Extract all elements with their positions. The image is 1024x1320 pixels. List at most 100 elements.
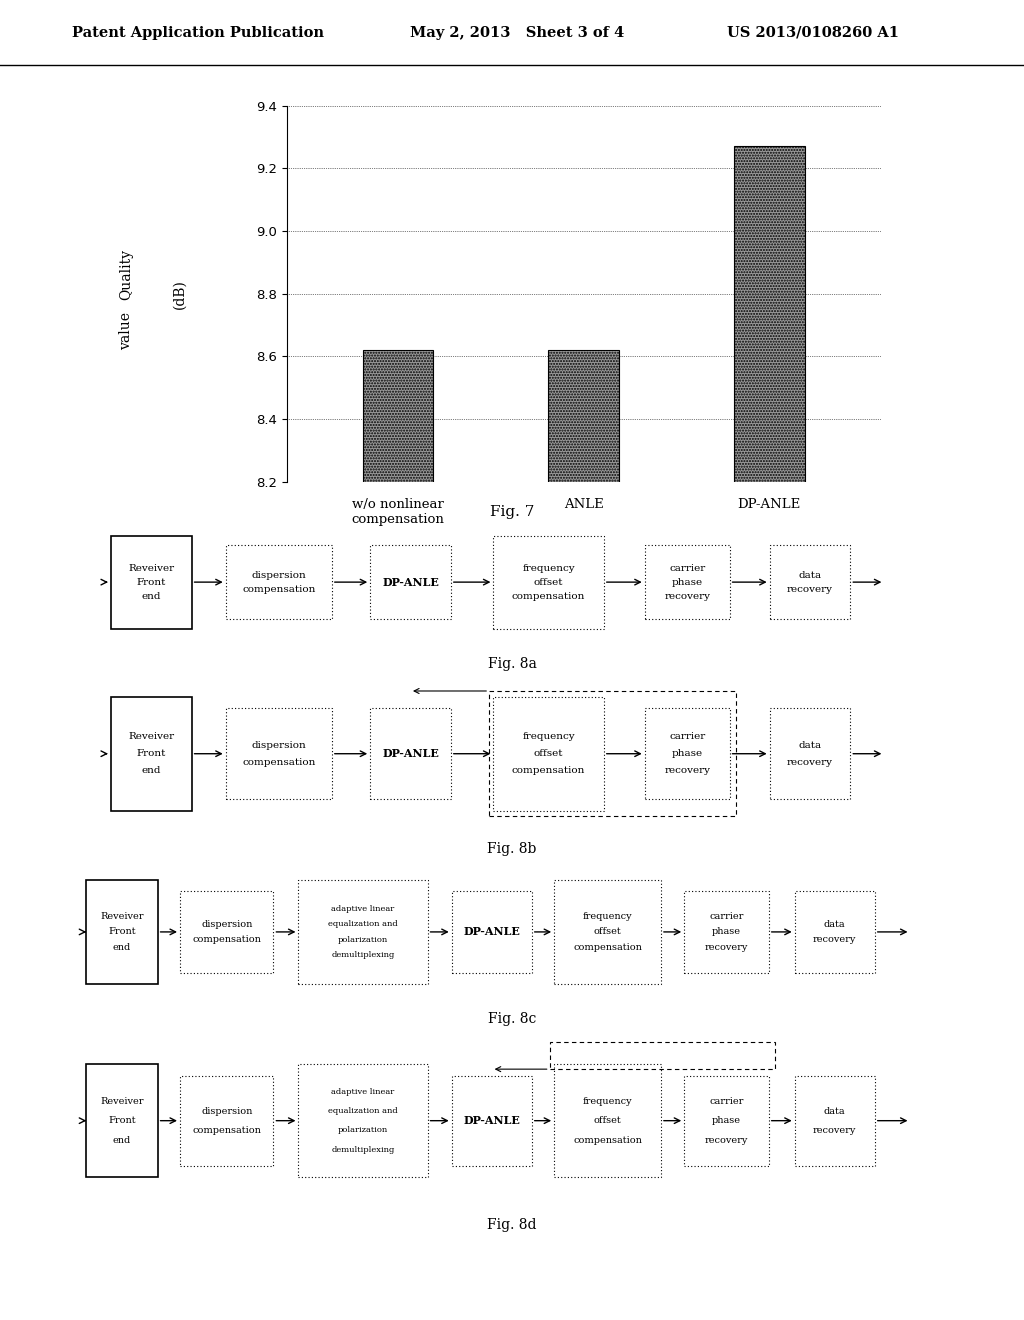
Text: demultiplexing: demultiplexing	[332, 952, 394, 960]
Text: Reveiver: Reveiver	[100, 912, 143, 921]
Text: dispersion: dispersion	[251, 741, 306, 750]
Text: dispersion: dispersion	[201, 920, 252, 929]
Text: compensation: compensation	[242, 758, 315, 767]
FancyBboxPatch shape	[111, 697, 191, 810]
Text: phase: phase	[712, 928, 741, 936]
FancyBboxPatch shape	[86, 1064, 158, 1177]
Bar	[362, 350, 433, 482]
FancyBboxPatch shape	[225, 545, 332, 619]
Text: Reveiver: Reveiver	[128, 564, 174, 573]
FancyBboxPatch shape	[770, 545, 850, 619]
FancyBboxPatch shape	[370, 708, 451, 800]
Text: carrier: carrier	[669, 564, 706, 573]
Text: polarization: polarization	[338, 1126, 388, 1134]
Text: end: end	[141, 591, 161, 601]
Text: compensation: compensation	[573, 1135, 642, 1144]
FancyBboxPatch shape	[370, 545, 451, 619]
Text: demultiplexing: demultiplexing	[332, 1146, 394, 1154]
Text: DP-ANLE: DP-ANLE	[382, 577, 439, 587]
Text: Fig. 8c: Fig. 8c	[487, 1012, 537, 1026]
FancyBboxPatch shape	[180, 1076, 273, 1166]
Text: recovery: recovery	[813, 935, 856, 944]
FancyBboxPatch shape	[684, 1076, 769, 1166]
Text: Front: Front	[109, 1117, 136, 1125]
Text: dispersion: dispersion	[201, 1106, 252, 1115]
FancyBboxPatch shape	[554, 1064, 662, 1177]
Text: DP-ANLE: DP-ANLE	[463, 1115, 520, 1126]
FancyBboxPatch shape	[645, 708, 730, 800]
Text: Front: Front	[109, 928, 136, 936]
FancyBboxPatch shape	[452, 891, 531, 973]
Text: compensation: compensation	[512, 767, 586, 775]
Text: US 2013/0108260 A1: US 2013/0108260 A1	[727, 26, 899, 40]
Text: May 2, 2013   Sheet 3 of 4: May 2, 2013 Sheet 3 of 4	[410, 26, 624, 40]
Text: dispersion: dispersion	[251, 570, 306, 579]
Text: data: data	[824, 920, 846, 929]
Text: value: value	[120, 313, 133, 350]
Text: Patent Application Publication: Patent Application Publication	[72, 26, 324, 40]
Text: phase: phase	[712, 1117, 741, 1125]
Text: adaptive linear: adaptive linear	[332, 904, 394, 912]
Text: polarization: polarization	[338, 936, 388, 944]
Text: end: end	[141, 767, 161, 775]
FancyBboxPatch shape	[111, 536, 191, 628]
Text: frequency: frequency	[522, 733, 574, 741]
Text: frequency: frequency	[583, 912, 633, 921]
Text: offset: offset	[594, 928, 622, 936]
Text: (dB): (dB)	[173, 279, 186, 309]
FancyBboxPatch shape	[684, 891, 769, 973]
FancyBboxPatch shape	[180, 891, 273, 973]
FancyBboxPatch shape	[494, 697, 604, 810]
Text: phase: phase	[672, 578, 702, 586]
FancyBboxPatch shape	[770, 708, 850, 800]
Bar	[734, 147, 805, 482]
Text: compensation: compensation	[573, 942, 642, 952]
FancyBboxPatch shape	[494, 536, 604, 628]
Text: end: end	[113, 942, 131, 952]
Text: carrier: carrier	[710, 912, 743, 921]
Text: recovery: recovery	[813, 1126, 856, 1135]
Text: recovery: recovery	[665, 591, 711, 601]
Text: offset: offset	[534, 750, 563, 758]
Text: recovery: recovery	[787, 758, 833, 767]
Text: DP-ANLE: DP-ANLE	[463, 927, 520, 937]
FancyBboxPatch shape	[298, 880, 428, 983]
Text: frequency: frequency	[522, 564, 574, 573]
Text: compensation: compensation	[193, 935, 261, 944]
Bar	[549, 350, 618, 482]
Text: recovery: recovery	[705, 1135, 749, 1144]
Text: DP-ANLE: DP-ANLE	[382, 748, 439, 759]
Text: recovery: recovery	[787, 585, 833, 594]
Text: Reveiver: Reveiver	[128, 733, 174, 741]
Text: Fig. 8b: Fig. 8b	[487, 842, 537, 855]
Text: data: data	[799, 741, 821, 750]
Text: equalization and: equalization and	[328, 920, 398, 928]
Text: Fig. 8a: Fig. 8a	[487, 657, 537, 671]
Text: carrier: carrier	[710, 1097, 743, 1106]
Text: end: end	[113, 1135, 131, 1144]
FancyBboxPatch shape	[225, 708, 332, 800]
Text: offset: offset	[594, 1117, 622, 1125]
FancyBboxPatch shape	[554, 880, 662, 983]
Text: compensation: compensation	[512, 591, 586, 601]
Text: data: data	[799, 570, 821, 579]
Text: compensation: compensation	[193, 1126, 261, 1135]
Text: phase: phase	[672, 750, 702, 758]
Text: frequency: frequency	[583, 1097, 633, 1106]
Text: Front: Front	[136, 578, 166, 586]
Text: Reveiver: Reveiver	[100, 1097, 143, 1106]
FancyBboxPatch shape	[795, 1076, 874, 1166]
Text: recovery: recovery	[705, 942, 749, 952]
Text: data: data	[824, 1106, 846, 1115]
Text: Front: Front	[136, 750, 166, 758]
Text: carrier: carrier	[669, 733, 706, 741]
Text: offset: offset	[534, 578, 563, 586]
Text: adaptive linear: adaptive linear	[332, 1088, 394, 1096]
FancyBboxPatch shape	[298, 1064, 428, 1177]
Text: Fig. 7: Fig. 7	[489, 506, 535, 519]
FancyBboxPatch shape	[645, 545, 730, 619]
FancyBboxPatch shape	[452, 1076, 531, 1166]
Text: Quality: Quality	[120, 249, 133, 301]
FancyBboxPatch shape	[86, 880, 158, 983]
Text: compensation: compensation	[242, 585, 315, 594]
